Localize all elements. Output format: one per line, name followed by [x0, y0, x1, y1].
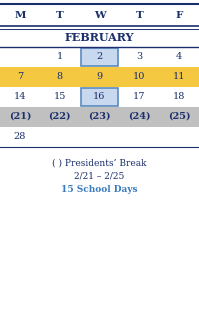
- Text: M: M: [14, 11, 26, 19]
- Text: 9: 9: [97, 72, 102, 81]
- Text: (23): (23): [88, 112, 111, 121]
- Text: 4: 4: [176, 52, 182, 61]
- Text: 8: 8: [57, 72, 63, 81]
- Text: (22): (22): [48, 112, 71, 121]
- Text: (25): (25): [168, 112, 190, 121]
- Bar: [0, 66, 199, 86]
- Text: 10: 10: [133, 72, 145, 81]
- Text: FEBRUARY: FEBRUARY: [65, 32, 134, 43]
- Text: 16: 16: [93, 92, 106, 101]
- Text: 3: 3: [136, 52, 142, 61]
- Text: 2/21 – 2/25: 2/21 – 2/25: [74, 172, 125, 181]
- Text: 15: 15: [54, 92, 66, 101]
- Text: 17: 17: [133, 92, 145, 101]
- Bar: [81, 88, 118, 105]
- Text: T: T: [56, 11, 63, 19]
- Bar: [81, 48, 118, 65]
- Text: ( ) Presidents’ Break: ( ) Presidents’ Break: [52, 158, 147, 167]
- Text: T: T: [136, 11, 143, 19]
- Text: 1: 1: [57, 52, 63, 61]
- Text: 11: 11: [173, 72, 185, 81]
- Text: 15 School Days: 15 School Days: [61, 184, 138, 193]
- Text: 14: 14: [14, 92, 26, 101]
- Text: 7: 7: [17, 72, 23, 81]
- Text: 2: 2: [96, 52, 103, 61]
- Text: (24): (24): [128, 112, 151, 121]
- Text: W: W: [94, 11, 105, 19]
- Bar: [0, 106, 199, 126]
- Text: 18: 18: [173, 92, 185, 101]
- Text: 28: 28: [14, 132, 26, 141]
- Text: F: F: [175, 11, 183, 19]
- Text: (21): (21): [9, 112, 31, 121]
